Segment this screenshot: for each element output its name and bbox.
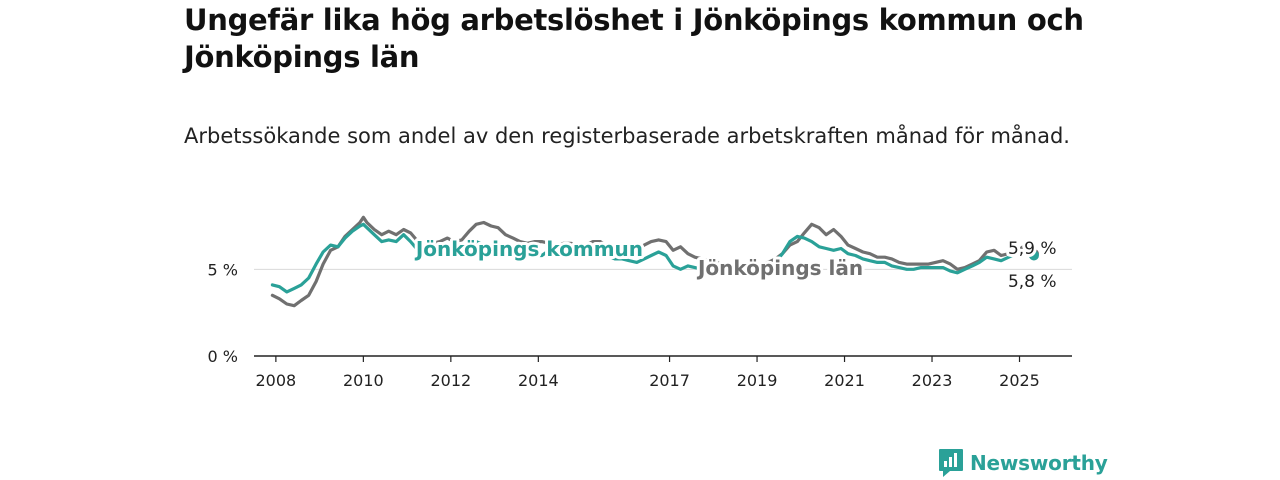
series-label-kommun: Jönköpings kommun [414, 237, 643, 261]
brand-logo: Newsworthy [938, 448, 1108, 478]
chart-subtitle: Arbetssökande som andel av den registerb… [184, 124, 1070, 148]
chart-title: Ungefär lika hög arbetslöshet i Jönköpin… [184, 3, 1084, 74]
series-layer [270, 215, 1039, 308]
series-end-point-1 [1028, 250, 1039, 261]
end-value-label-kommun: 5,8 % [1008, 272, 1057, 292]
series-label-lan: Jönköpings län [696, 256, 863, 280]
brand-name: Newsworthy [970, 451, 1108, 475]
x-tick-label: 2021 [824, 371, 865, 390]
bar-chart-speech-bubble-icon [939, 449, 963, 477]
x-tick-label: 2012 [430, 371, 471, 390]
x-tick-label: 2019 [737, 371, 778, 390]
x-tick-label: 2008 [256, 371, 297, 390]
series-line-0 [270, 215, 1036, 308]
x-tick-label: 2010 [343, 371, 384, 390]
x-tick-label: 2023 [912, 371, 953, 390]
end-value-label-lan: 5,9 % [1008, 239, 1057, 259]
label-layer: Jönköpings kommun Jönköpings län 5,9 % 5,8 … [411, 234, 1060, 295]
y-tick-label: 0 % [208, 347, 238, 366]
x-tick-label: 2025 [999, 371, 1040, 390]
x-tick-label: 2014 [518, 371, 559, 390]
y-tick-label: 5 % [208, 260, 238, 279]
series-line-1 [270, 222, 1036, 294]
x-tick-label: 2017 [649, 371, 690, 390]
axis-layer: 0 % 5 % 2008 2010 2012 2014 2017 2019 2021 2023 20… [208, 260, 1072, 390]
